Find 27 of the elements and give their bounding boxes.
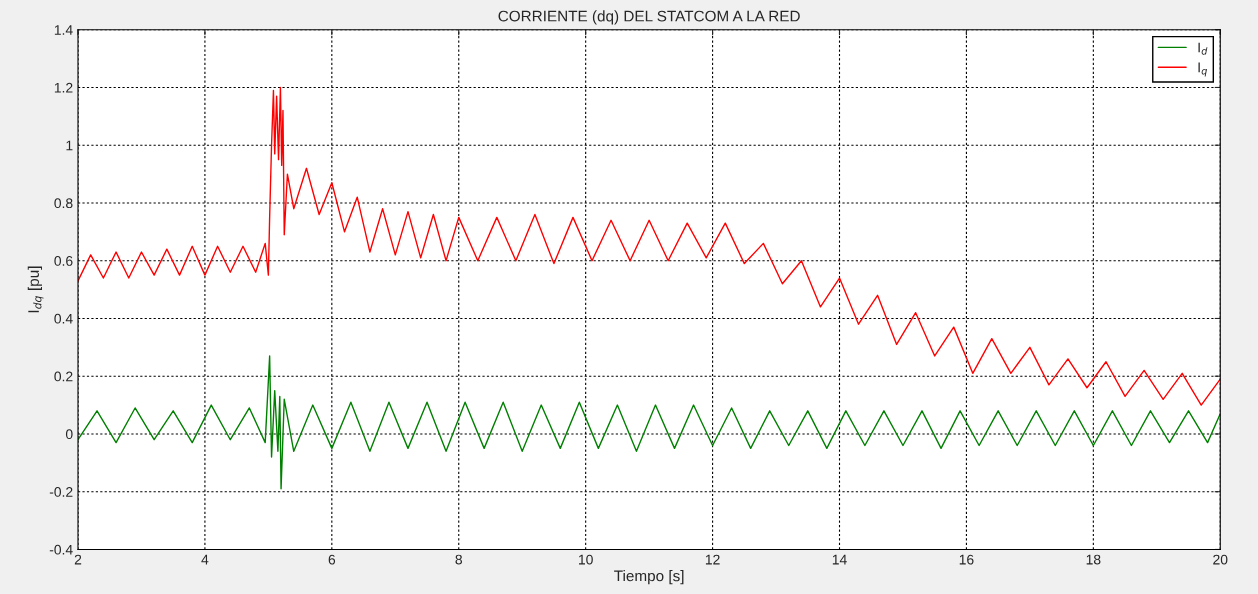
legend-label: I$_{q}$ — [1198, 62, 1207, 77]
line-series — [78, 86, 1221, 406]
chart-title: CORRIENTE (dq) DEL STATCOM A LA RED — [498, 10, 800, 25]
x-tick-label: 10 — [579, 554, 593, 565]
y-tick-label: 1.4 — [54, 25, 73, 35]
y-tick-label: 0.2 — [54, 371, 73, 382]
y-tick-label: -0.2 — [49, 487, 73, 497]
x-tick-label: 18 — [1086, 554, 1101, 565]
y-tick-label: 0.6 — [54, 256, 73, 266]
y-tick-label: 1.2 — [54, 82, 73, 93]
x-tick-label: 14 — [832, 554, 847, 565]
legend-label: I$_{d}$ — [1198, 42, 1208, 55]
y-tick-label: 0 — [65, 429, 73, 440]
x-tick-label: 6 — [328, 554, 336, 565]
x-tick-label: 16 — [959, 554, 974, 565]
x-tick-label: 12 — [705, 554, 720, 565]
line-series — [78, 355, 1221, 490]
y-tick-label: 1 — [66, 140, 73, 151]
x-tick-label: 20 — [1213, 554, 1228, 565]
y-tick-label: 0.4 — [54, 313, 73, 324]
y-tick-label: -0.4 — [49, 544, 73, 555]
y-axis-title: I$_{dq}$ [pu] — [27, 266, 44, 313]
x-tick-label: 8 — [455, 554, 463, 565]
x-axis-title: Tiempo [s] — [614, 570, 684, 585]
x-tick-label: 2 — [74, 554, 82, 565]
y-tick-label: 0.8 — [54, 198, 73, 209]
x-tick-label: 4 — [201, 554, 209, 565]
